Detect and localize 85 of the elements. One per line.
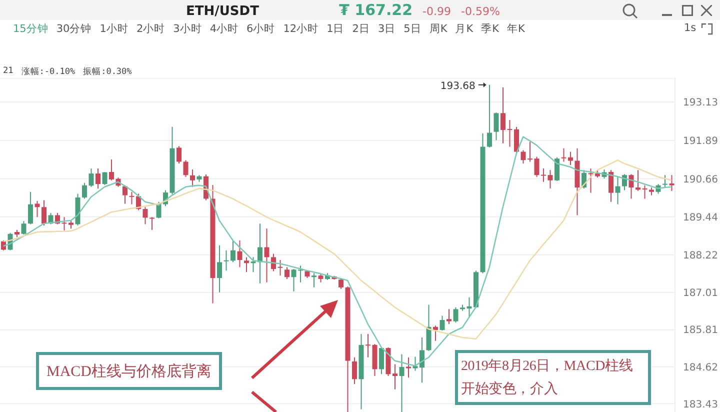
- chart-title: ETH/USDT: [186, 4, 259, 19]
- candlestick: [500, 86, 506, 144]
- candlestick: [636, 170, 640, 192]
- text: 周K: [429, 22, 448, 36]
- annotation: 2019年8月26日，MACD柱线开始变色，介入: [461, 359, 633, 397]
- candlestick: [96, 168, 100, 189]
- text: 1日: [326, 22, 344, 36]
- candlestick: [102, 171, 108, 186]
- candlestick: [548, 170, 553, 189]
- text: 30分钟: [56, 22, 92, 36]
- candlestick: [453, 306, 458, 324]
- text: 4小时: [210, 22, 238, 36]
- text: 涨幅:-0.10%: [21, 66, 76, 78]
- candlestick: [406, 356, 411, 378]
- annotation: MACD柱线与价格底背离: [46, 362, 212, 380]
- candlestick: [264, 228, 270, 283]
- candlestick: [109, 159, 114, 181]
- candlestick: [176, 146, 182, 164]
- text: ₮ 167.22: [338, 1, 413, 19]
- text: 6小时: [246, 22, 276, 36]
- candlestick: [278, 260, 283, 276]
- candlestick: [237, 240, 242, 268]
- candlestick: [554, 156, 560, 182]
- candlestick: [615, 176, 620, 205]
- candlestick: [440, 315, 445, 332]
- text: 月K: [455, 22, 474, 36]
- y-tick-label: 188.22: [683, 250, 718, 262]
- y-tick-label: 190.66: [683, 174, 718, 186]
- y-tick-label: 184.62: [683, 362, 718, 374]
- y-tick-label: 183.43: [683, 399, 718, 410]
- text: 12小时: [283, 22, 319, 36]
- candlestick: [230, 240, 236, 263]
- candlestick: [534, 156, 540, 178]
- text: 季K: [481, 22, 499, 36]
- candlestick: [608, 170, 614, 202]
- candlestick: [244, 256, 249, 273]
- candlestick: [142, 206, 148, 225]
- candlestick: [183, 160, 188, 178]
- text: 5日: [404, 22, 422, 36]
- candlestick: [426, 304, 432, 352]
- text: 年K: [506, 22, 525, 36]
- text: 3小时: [173, 22, 202, 36]
- candlestick: [284, 266, 290, 280]
- candlestick: [588, 168, 594, 194]
- candlestick: [446, 308, 452, 325]
- y-tick-label: 185.81: [683, 325, 718, 336]
- text: 2日: [352, 22, 370, 36]
- candlestick: [494, 112, 499, 141]
- candlestick: [42, 200, 46, 226]
- candlestick: [487, 84, 492, 148]
- candlestick: [366, 334, 370, 358]
- y-tick-label: 189.44: [683, 212, 718, 224]
- candlestick: [271, 253, 276, 272]
- candlestick: [88, 168, 94, 188]
- y-tick-label: 187.01: [683, 288, 718, 299]
- text: 3日: [378, 22, 396, 36]
- y-tick-label: 193.13: [683, 98, 718, 109]
- text: -0.59%: [460, 5, 500, 18]
- candlestick: [669, 174, 674, 192]
- candlestick: [433, 325, 438, 342]
- text: 2小时: [136, 22, 166, 36]
- text: 1小时: [100, 22, 128, 36]
- candlestick: [352, 356, 357, 385]
- candlestick: [82, 182, 87, 200]
- candlestick: [190, 168, 195, 188]
- candlestick: [622, 174, 627, 191]
- candlestick: [224, 250, 229, 272]
- candlestick: [312, 272, 316, 288]
- candlestick: [34, 200, 40, 218]
- annotation: 193.68: [440, 80, 476, 92]
- y-tick-label: 191.89: [683, 136, 718, 148]
- text: 21: [3, 66, 14, 78]
- candlestick: [628, 174, 634, 200]
- candlestick: [21, 220, 26, 235]
- candlestick: [28, 191, 33, 225]
- text: 1s: [684, 22, 696, 34]
- text: -0.99: [422, 5, 451, 18]
- candlestick: [379, 346, 384, 375]
- text: 振幅:0.30%: [83, 66, 132, 78]
- text: 15分钟: [13, 22, 48, 36]
- candlestick: [642, 184, 648, 200]
- candlestick: [150, 216, 154, 230]
- candlestick: [662, 174, 668, 188]
- candlestick: [541, 168, 546, 182]
- candlestick: [217, 244, 222, 293]
